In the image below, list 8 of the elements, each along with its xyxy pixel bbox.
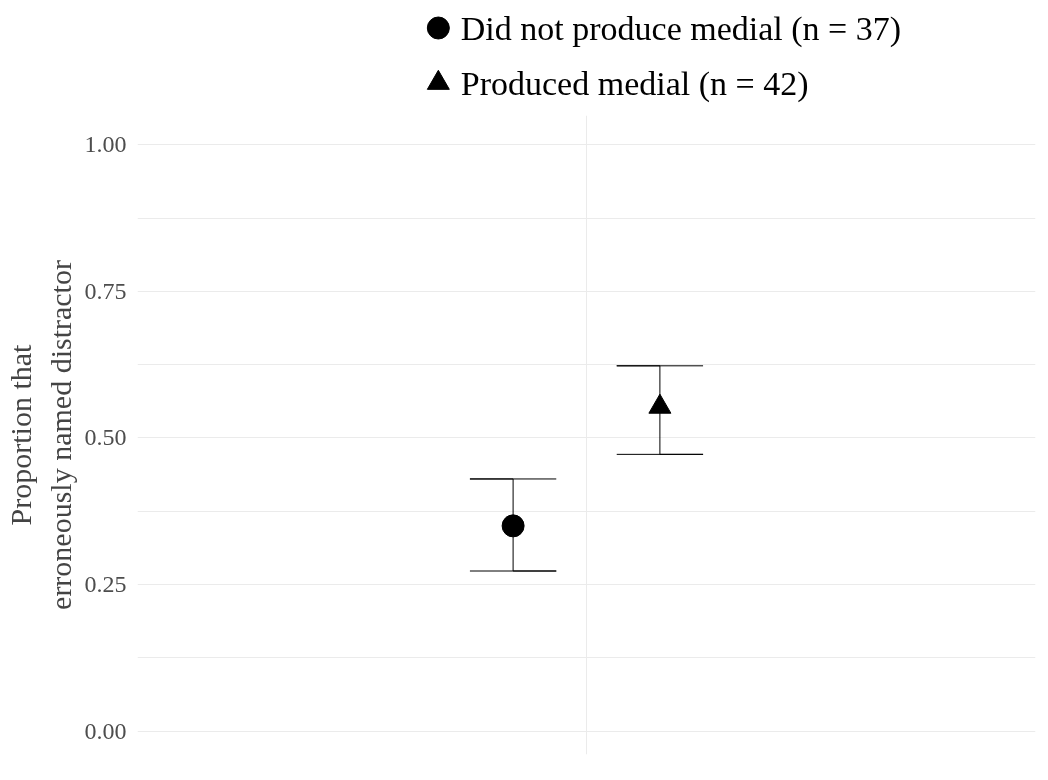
y-tick-label: 0.75 [84,277,127,304]
y-tick-label: 0.25 [84,570,127,597]
legend-label: Produced medial (n = 42) [460,64,809,103]
y-tick-label: 0.00 [84,717,127,744]
y-tick-label: 1.00 [84,131,127,158]
legend-label: Did not produce medial (n = 37) [460,9,902,48]
y-tick-label: 0.50 [84,424,127,451]
y-axis-title: Proportion that erroneously named distractor [3,260,77,610]
